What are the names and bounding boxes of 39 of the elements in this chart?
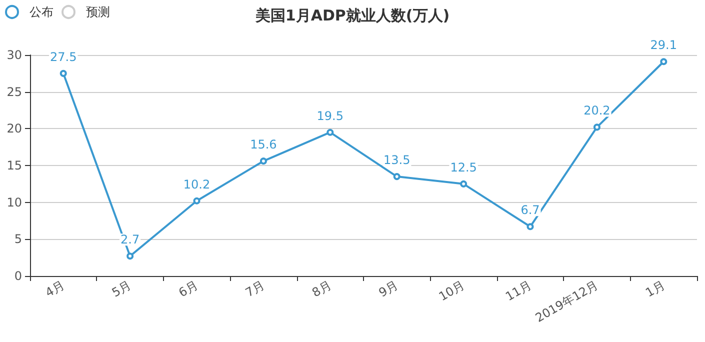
data-label: 27.5 (50, 50, 77, 64)
x-tick-label: 10月 (436, 278, 468, 304)
legend-label: 预测 (86, 5, 110, 19)
data-label: 15.6 (250, 138, 277, 152)
x-tick-label: 11月 (503, 278, 534, 304)
y-tick-label: 15 (6, 158, 22, 172)
x-tick-label: 1月 (643, 278, 668, 300)
point (126, 252, 134, 260)
data-label: 20.2 (584, 104, 610, 118)
data-label: 19.5 (316, 108, 344, 123)
point (593, 124, 600, 131)
data-label: 2.7 (120, 232, 140, 247)
data-label: 6.7 (520, 203, 540, 218)
x-tick-label: 9月 (376, 278, 400, 300)
chart-title: 美国1月ADP就业人数(万人) (254, 6, 450, 24)
y-tick-label: 10 (6, 195, 22, 210)
data-label: 29.1 (650, 38, 678, 52)
y-tick-label: 30 (6, 48, 22, 62)
point (60, 70, 67, 77)
y-tick-label: 5 (14, 232, 22, 246)
y-tick-label: 25 (6, 84, 22, 99)
data-label: 12.5 (450, 160, 477, 174)
data-label: 10.2 (183, 177, 210, 192)
point (460, 180, 468, 188)
point (326, 128, 334, 136)
x-tick-label: 6月 (176, 278, 200, 300)
x-tick-label: 4月 (42, 278, 67, 300)
y-tick-label: 20 (6, 122, 22, 136)
y-tick-label: 0 (14, 269, 22, 283)
point (193, 197, 200, 204)
x-tick-label: 7月 (242, 278, 267, 300)
point (526, 223, 534, 230)
point (393, 173, 400, 180)
x-tick-label: 5月 (110, 278, 134, 300)
x-tick-label: 8月 (310, 278, 334, 300)
point (260, 158, 267, 165)
legend-label: 公布 (30, 5, 54, 19)
point (660, 58, 668, 66)
data-label: 13.5 (383, 153, 410, 168)
